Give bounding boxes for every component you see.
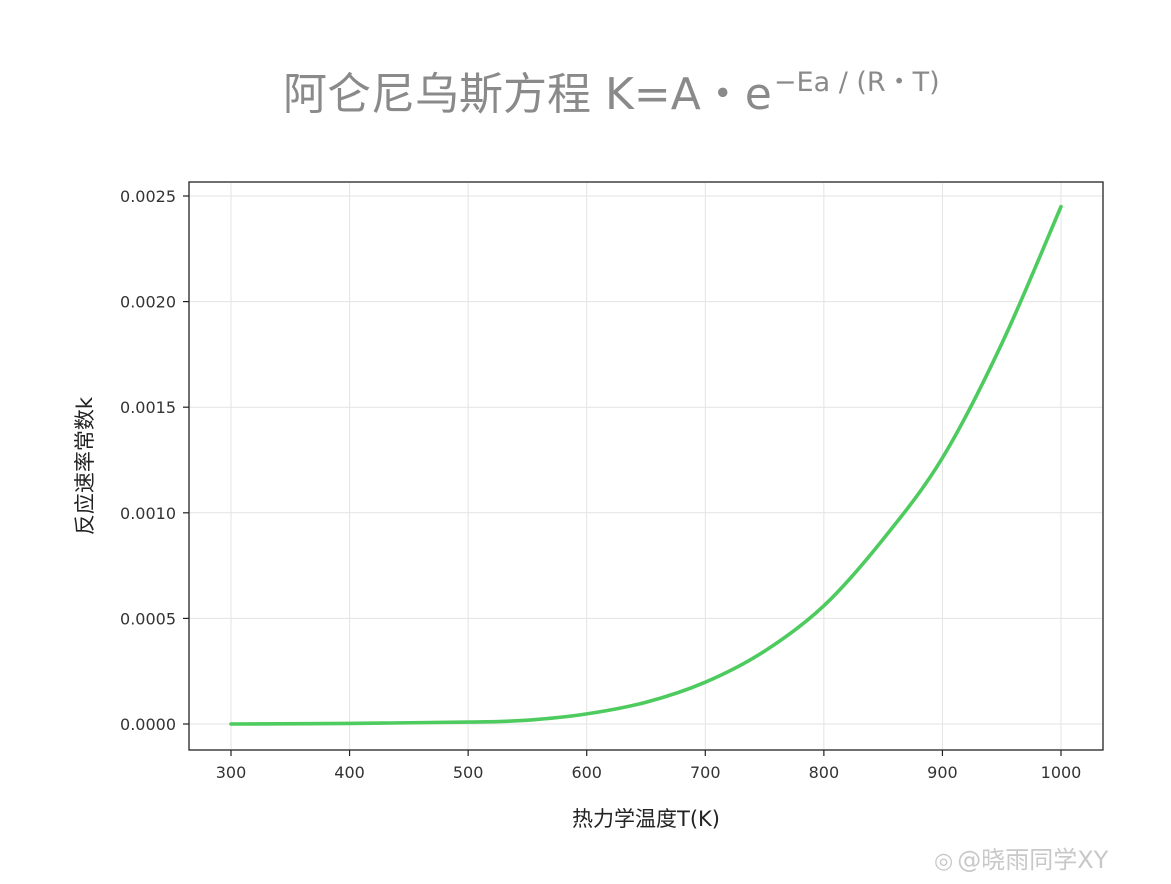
- y-tick-label: 0.0025: [120, 187, 176, 206]
- chart-title-main: 阿仑尼乌斯方程 K=A・e: [283, 69, 772, 120]
- x-tick-label: 400: [334, 763, 365, 782]
- x-tick-label: 600: [571, 763, 602, 782]
- y-axis-label: 反应速率常数k: [73, 396, 97, 535]
- series-lines: [229, 204, 1063, 726]
- y-tick-label: 0.0020: [120, 293, 176, 312]
- y-tick-label: 0.0005: [120, 609, 176, 628]
- plot-frame: [188, 181, 1104, 751]
- y-tick-label: 0.0015: [120, 398, 176, 417]
- grid-lines: [190, 183, 1102, 749]
- watermark: ◎ @晓雨同学XY: [934, 840, 1108, 875]
- y-tick-label: 0.0000: [120, 715, 176, 734]
- x-tick-label: 800: [809, 763, 840, 782]
- chart-title: 阿仑尼乌斯方程 K=A・e−Ea / (R・T): [283, 58, 940, 122]
- weibo-logo-icon: ◎: [934, 849, 954, 874]
- x-axis-ticks: 300 400 500 600 700 800 900 1000: [216, 750, 1082, 782]
- y-tick-label: 0.0010: [120, 504, 176, 523]
- x-tick-label: 700: [690, 763, 721, 782]
- y-axis-ticks: 0.0000 0.0005 0.0010 0.0015 0.0020 0.0025: [120, 187, 189, 734]
- x-tick-label: 900: [927, 763, 958, 782]
- chart-title-exponent: −Ea / (R・T): [773, 67, 940, 98]
- x-axis-label: 热力学温度T(K): [572, 807, 720, 831]
- series-line: [229, 204, 1063, 726]
- x-tick-label: 300: [216, 763, 247, 782]
- x-tick-label: 1000: [1041, 763, 1082, 782]
- watermark-text: @晓雨同学XY: [957, 846, 1109, 874]
- x-tick-label: 500: [453, 763, 484, 782]
